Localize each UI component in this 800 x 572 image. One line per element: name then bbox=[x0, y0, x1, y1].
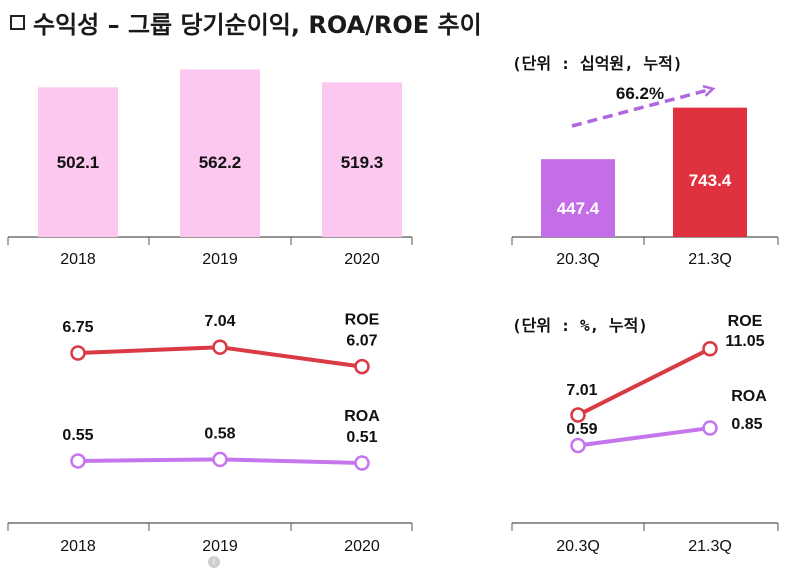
roa-value-label: 0.51 bbox=[346, 429, 377, 446]
roe-value-label: 11.05 bbox=[725, 333, 764, 350]
annual-ratio-chart: 2018 2019 2020 6.75 7.04 6.07 ROE 0.55 0.58 0.51 R… bbox=[7, 312, 413, 555]
roa-point bbox=[70, 453, 86, 469]
roe-value-label: 6.75 bbox=[62, 319, 93, 336]
roe-series-label: ROE bbox=[345, 312, 380, 329]
roe-line bbox=[577, 346, 711, 417]
roa-point bbox=[702, 420, 718, 436]
x-tick-label: 21.3Q bbox=[688, 251, 732, 268]
roe-series-label: ROE bbox=[728, 313, 763, 330]
x-tick-label: 2020 bbox=[344, 251, 380, 268]
x-tick-label: 2020 bbox=[344, 538, 380, 555]
bar-2018 bbox=[38, 87, 118, 237]
bar-2020 bbox=[322, 82, 402, 237]
roa-point bbox=[354, 455, 370, 471]
roa-value-label: 0.55 bbox=[62, 427, 93, 444]
x-tick-label: 2019 bbox=[202, 538, 238, 555]
x-tick-label: 2019 bbox=[202, 251, 238, 268]
bar-value-label: 502.1 bbox=[57, 153, 100, 172]
x-tick-label: 2018 bbox=[60, 251, 96, 268]
x-tick-label: 21.3Q bbox=[688, 538, 732, 555]
ratio-unit-label: (단위 : %, 누적) bbox=[512, 316, 648, 335]
x-tick-label: 20.3Q bbox=[556, 251, 600, 268]
roe-point bbox=[70, 345, 86, 361]
quarterly-net-income-chart: 447.4 20.3Q 743.4 21.3Q 66.2% bbox=[511, 84, 779, 268]
roe-point bbox=[212, 339, 228, 355]
roe-value-label: 7.04 bbox=[204, 313, 235, 330]
roe-point bbox=[570, 407, 586, 423]
roa-point bbox=[212, 451, 228, 468]
growth-arrow bbox=[571, 84, 716, 128]
info-icon[interactable]: i bbox=[208, 556, 220, 568]
checkbox-icon bbox=[10, 14, 25, 30]
bar-21.3Q bbox=[673, 107, 747, 237]
roe-point bbox=[354, 358, 370, 375]
growth-rate-label: 66.2% bbox=[616, 84, 664, 103]
x-tick-label: 20.3Q bbox=[556, 538, 600, 555]
page-title: 수익성 – 그룹 당기순이익, ROA/ROE 추이 bbox=[33, 10, 482, 39]
roa-value-label: 0.58 bbox=[204, 425, 235, 442]
x-tick-label: 2018 bbox=[60, 538, 96, 555]
roe-value-label: 6.07 bbox=[346, 333, 377, 350]
roa-series-label: ROA bbox=[344, 408, 380, 425]
page-title-row: 수익성 – 그룹 당기순이익, ROA/ROE 추이 bbox=[10, 4, 482, 40]
roe-point bbox=[702, 341, 718, 357]
bar-value-label: 519.3 bbox=[341, 153, 384, 172]
roa-value-label: 0.85 bbox=[731, 416, 762, 433]
bar-value-label: 447.4 bbox=[557, 199, 600, 218]
annual-net-income-chart: 502.1 2018 562.2 2019 519.3 2020 bbox=[7, 69, 413, 268]
roa-line bbox=[577, 426, 711, 448]
quarterly-ratio-chart: 20.3Q 21.3Q 7.01 11.05 ROE 0.59 0.85 ROA bbox=[511, 313, 779, 555]
bar-value-label: 743.4 bbox=[689, 171, 732, 190]
roa-point bbox=[570, 437, 586, 454]
net-income-unit-label: (단위 : 십억원, 누적) bbox=[512, 54, 683, 73]
roa-value-label: 0.59 bbox=[566, 421, 597, 438]
roa-series-label: ROA bbox=[731, 388, 767, 405]
bar-value-label: 562.2 bbox=[199, 153, 242, 172]
roe-value-label: 7.01 bbox=[566, 382, 597, 399]
bar-20.3Q bbox=[541, 159, 615, 237]
bar-2019 bbox=[180, 69, 260, 237]
